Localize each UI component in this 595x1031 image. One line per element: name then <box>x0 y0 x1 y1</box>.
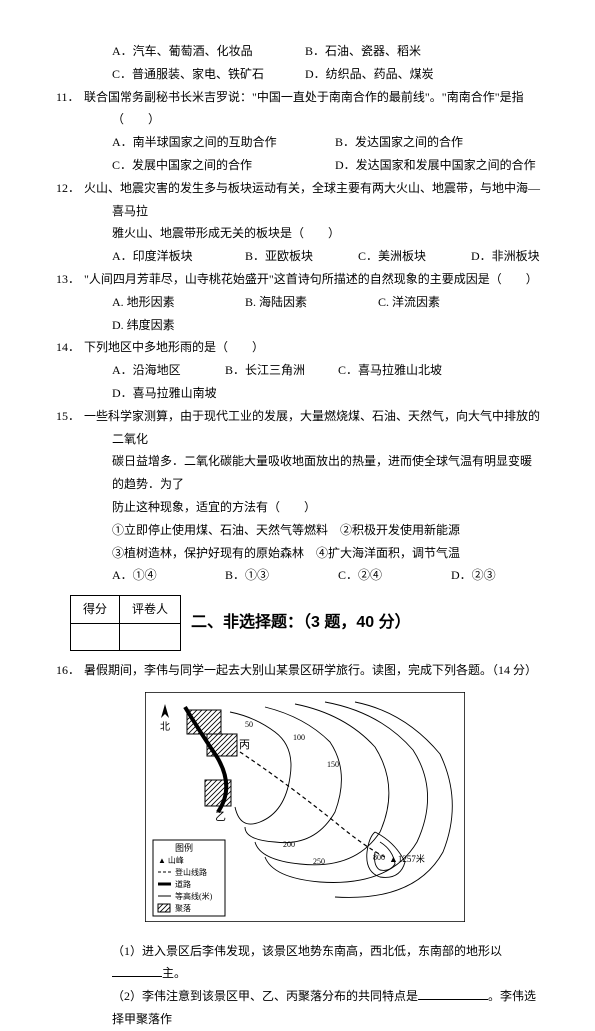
q14-opt-b: B．长江三角洲 <box>225 359 335 382</box>
q11-opt-c: C．发展中国家之间的合作 <box>112 154 332 177</box>
q10-options-row1: A．汽车、葡萄酒、化妆品 B．石油、瓷器、稻米 <box>70 40 540 63</box>
q11-opt-a: A．南半球国家之间的互助合作 <box>112 131 332 154</box>
q13-opt-c: C. 洋流因素 <box>378 291 508 314</box>
settlement-bing <box>207 734 237 756</box>
peak-label: ▲1257米 <box>389 853 425 864</box>
label-yi: 乙 <box>215 810 226 823</box>
contour-lines <box>230 702 452 897</box>
legend-contour: 等高线(米) <box>175 891 213 901</box>
q15-items-l1: ①立即停止使用煤、石油、天然气等燃料 ②积极开发使用新能源 <box>70 519 540 542</box>
q12-opt-c: C．美洲板块 <box>358 245 468 268</box>
q16-sub1a: （1）进入景区后李伟发现，该景区地势东南高，西北低，东南部的地形以 <box>112 944 502 958</box>
section2-row: 得分 评卷人 二、非选择题：（3 题，40 分） <box>70 595 540 651</box>
section2-title: 二、非选择题：（3 题，40 分） <box>191 608 411 638</box>
q16-stem-text: 暑假期间，李伟与同学一起去大别山某景区研学旅行。读图，完成下列各题。（14 分） <box>84 663 537 677</box>
q13-stem: 13．"人间四月芳菲尽，山寺桃花始盛开"这首诗句所描述的自然现象的主要成因是（ … <box>84 268 540 291</box>
score-cell1 <box>71 623 120 650</box>
q15-opt-c: C．②④ <box>338 564 448 587</box>
q12-options: A．印度洋板块 B．亚欧板块 C．美洲板块 D．非洲板块 <box>70 245 540 268</box>
q14-options: A．沿海地区 B．长江三角洲 C．喜马拉雅山北坡 D．喜马拉雅山南坡 <box>70 359 540 405</box>
q12-opt-a: A．印度洋板块 <box>112 245 242 268</box>
q10-opt-a: A．汽车、葡萄酒、化妆品 <box>112 40 302 63</box>
q12-stem1: 火山、地震灾害的发生多与板块运动有关，全球主要有两大火山、地震带，与地中海—喜马… <box>84 181 540 218</box>
north-arrow-icon: 北 <box>160 704 170 733</box>
q15-items-l2: ③植树造林，保护好现有的原始森林 ④扩大海洋面积，调节气温 <box>70 542 540 565</box>
q11-options-row2: C．发展中国家之间的合作 D．发达国家和发展中国家之间的合作 <box>70 154 540 177</box>
map-legend: 图例 ▲ 山峰 登山线路 道路 等高线(米) 聚落 <box>153 840 225 916</box>
q10-opt-b: B．石油、瓷器、稻米 <box>305 40 421 63</box>
legend-road: 道路 <box>175 879 191 889</box>
q15-opt-a: A．①④ <box>112 564 222 587</box>
q15-opt-d: D．②③ <box>451 564 496 587</box>
q12-stem-l2: 雅火山、地震带形成无关的板块是（ ） <box>70 222 540 245</box>
q15-stem1: 一些科学家测算，由于现代工业的发展，大量燃烧煤、石油、天然气，向大气中排放的二氧… <box>84 409 540 446</box>
q14-opt-c: C．喜马拉雅山北坡 <box>338 359 478 382</box>
q16-sub2: （2）李伟注意到该景区甲、乙、丙聚落分布的共同特点是。李伟选择甲聚落作 <box>70 985 540 1031</box>
q12-opt-d: D．非洲板块 <box>471 245 540 268</box>
contour-100: 100 <box>293 733 305 742</box>
q16-stem: 16．暑假期间，李伟与同学一起去大别山某景区研学旅行。读图，完成下列各题。（14… <box>84 659 540 682</box>
contour-50: 50 <box>245 720 253 729</box>
q11-opt-d: D．发达国家和发展中国家之间的合作 <box>335 154 536 177</box>
blank-1 <box>112 962 162 977</box>
contour-map-svg: 北 丙 乙 50 100 150 200 250 800 <box>145 692 465 922</box>
contour-200: 200 <box>283 840 295 849</box>
q10-opt-c: C．普通服装、家电、铁矿石 <box>112 63 302 86</box>
legend-peak: ▲ 山峰 <box>158 855 184 865</box>
score-table: 得分 评卷人 <box>70 595 181 651</box>
legend-title: 图例 <box>175 842 193 853</box>
north-label: 北 <box>160 721 170 733</box>
q13-stem-text: "人间四月芳菲尽，山寺桃花始盛开"这首诗句所描述的自然现象的主要成因是（ ） <box>84 272 538 286</box>
q16-sub1: （1）进入景区后李伟发现，该景区地势东南高，西北低，东南部的地形以主。 <box>70 940 540 986</box>
score-col2: 评卷人 <box>120 596 181 624</box>
q15-stem-l2: 碳日益增多．二氧化碳能大量吸收地面放出的热量，进而使全球气温有明显变暖的趋势．为… <box>70 450 540 496</box>
q14-stem: 14．下列地区中多地形雨的是（ ） <box>84 336 540 359</box>
blank-2 <box>418 985 488 1000</box>
q14-opt-d: D．喜马拉雅山南坡 <box>112 382 217 405</box>
q13-opt-a: A. 地形因素 <box>112 291 242 314</box>
q15-stem-l1: 15．一些科学家测算，由于现代工业的发展，大量燃烧煤、石油、天然气，向大气中排放… <box>84 405 540 451</box>
q11-stem-text: 联合国常务副秘书长米吉罗说："中国一直处于南南合作的最前线"。"南南合作"是指（… <box>84 90 524 127</box>
q16-sub2a: （2）李伟注意到该景区甲、乙、丙聚落分布的共同特点是 <box>112 989 418 1003</box>
map-figure: 北 丙 乙 50 100 150 200 250 800 <box>70 692 540 930</box>
q15-stem-l3: 防止这种现象，适宜的方法有（ ） <box>70 496 540 519</box>
q15-options: A．①④ B．①③ C．②④ D．②③ <box>70 564 540 587</box>
trail-line <box>240 752 385 857</box>
q13-opt-b: B. 海陆因素 <box>245 291 375 314</box>
q10-options-row2: C．普通服装、家电、铁矿石 D．纺织品、药品、煤炭 <box>70 63 540 86</box>
label-bing: 丙 <box>239 739 250 751</box>
q11-options-row1: A．南半球国家之间的互助合作 B．发达国家之间的合作 <box>70 131 540 154</box>
contour-250: 250 <box>313 857 325 866</box>
score-col1: 得分 <box>71 596 120 624</box>
legend-settle: 聚落 <box>175 903 191 913</box>
q11-opt-b: B．发达国家之间的合作 <box>335 131 463 154</box>
q14-stem-text: 下列地区中多地形雨的是（ ） <box>84 340 264 354</box>
contour-150: 150 <box>327 760 339 769</box>
q10-opt-d: D．纺织品、药品、煤炭 <box>305 63 434 86</box>
q16-sub1b: 主。 <box>162 966 186 980</box>
q11-stem: 11．联合国常务副秘书长米吉罗说："中国一直处于南南合作的最前线"。"南南合作"… <box>84 86 540 132</box>
q12-stem-l1: 12．火山、地震灾害的发生多与板块运动有关，全球主要有两大火山、地震带，与地中海… <box>84 177 540 223</box>
q13-opt-d: D. 纬度因素 <box>112 314 175 337</box>
score-cell2 <box>120 623 181 650</box>
contour-800: 800 <box>373 853 385 862</box>
q14-opt-a: A．沿海地区 <box>112 359 222 382</box>
q15-opt-b: B．①③ <box>225 564 335 587</box>
q12-opt-b: B．亚欧板块 <box>245 245 355 268</box>
q13-options: A. 地形因素 B. 海陆因素 C. 洋流因素 D. 纬度因素 <box>70 291 540 337</box>
legend-trail: 登山线路 <box>175 867 207 877</box>
